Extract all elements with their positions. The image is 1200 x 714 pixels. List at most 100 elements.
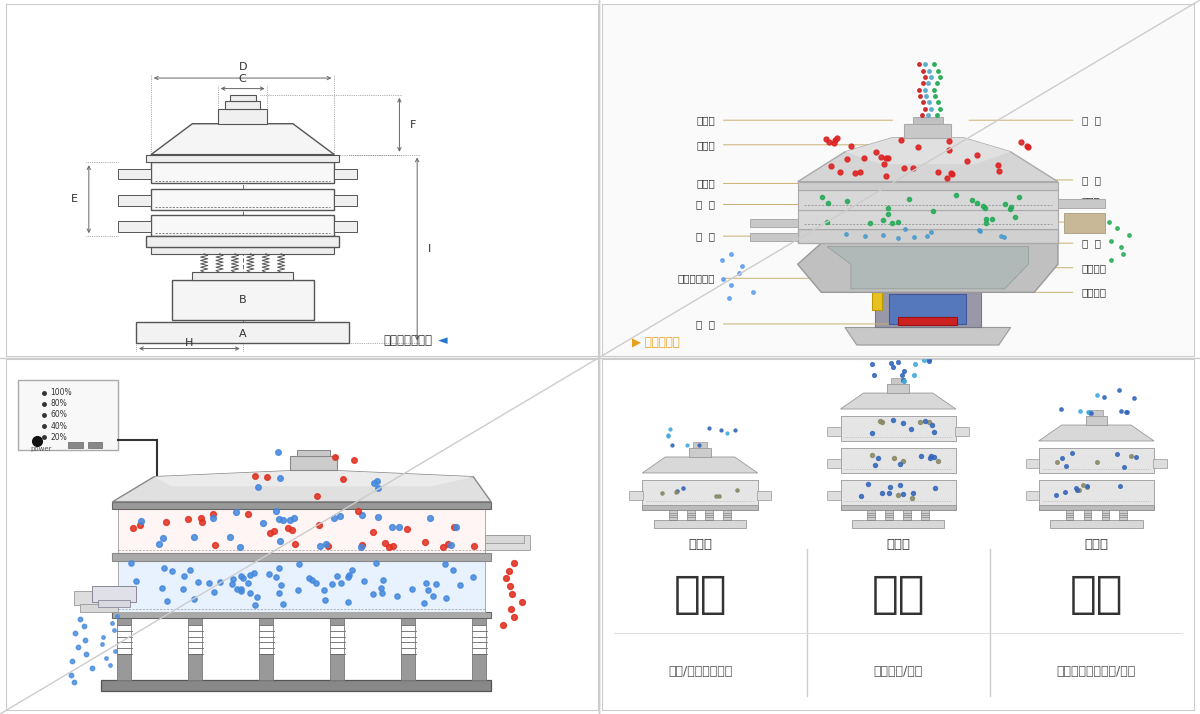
Bar bbox=[904, 124, 952, 138]
Text: 网  架: 网 架 bbox=[1081, 175, 1100, 185]
Bar bbox=[1086, 416, 1108, 425]
Bar bbox=[875, 292, 982, 328]
Bar bbox=[101, 680, 491, 691]
Bar bbox=[259, 653, 274, 680]
Bar bbox=[828, 491, 841, 500]
Text: 出料口: 出料口 bbox=[696, 178, 715, 188]
Bar bbox=[119, 510, 485, 553]
Text: 加重块: 加重块 bbox=[1081, 196, 1100, 206]
Bar bbox=[217, 109, 268, 124]
Text: A: A bbox=[239, 328, 246, 338]
Bar bbox=[798, 229, 1058, 243]
Text: 双层式: 双层式 bbox=[1085, 538, 1109, 551]
Bar bbox=[485, 535, 523, 543]
Text: 去除液体中的颗粒/异物: 去除液体中的颗粒/异物 bbox=[1057, 665, 1136, 678]
Bar bbox=[119, 169, 151, 179]
Text: F: F bbox=[410, 120, 416, 130]
Bar bbox=[886, 511, 893, 520]
Text: 机  座: 机 座 bbox=[696, 319, 715, 329]
Bar bbox=[798, 210, 1058, 229]
Text: 颗粒/粉末准确分级: 颗粒/粉末准确分级 bbox=[668, 665, 732, 678]
Bar bbox=[151, 247, 335, 253]
Bar bbox=[136, 322, 349, 343]
Bar bbox=[757, 491, 770, 500]
Text: ▶ 结构示意图: ▶ 结构示意图 bbox=[632, 336, 679, 348]
Bar bbox=[118, 618, 132, 625]
Bar bbox=[80, 604, 119, 612]
Bar bbox=[91, 585, 136, 601]
Bar bbox=[688, 511, 695, 520]
Bar bbox=[97, 600, 131, 607]
Bar bbox=[871, 292, 882, 310]
Bar bbox=[259, 618, 274, 625]
Polygon shape bbox=[113, 470, 491, 502]
Text: 防尘盖: 防尘盖 bbox=[696, 140, 715, 150]
Polygon shape bbox=[840, 393, 956, 409]
Bar bbox=[670, 511, 677, 520]
Bar bbox=[1026, 459, 1039, 468]
Text: ◄: ◄ bbox=[438, 333, 448, 347]
Text: B: B bbox=[239, 296, 246, 306]
Bar bbox=[840, 505, 956, 511]
Bar bbox=[1064, 213, 1105, 233]
Bar bbox=[88, 442, 102, 448]
Bar bbox=[151, 162, 335, 183]
Text: 下部重锤: 下部重锤 bbox=[1081, 287, 1106, 297]
Bar bbox=[904, 511, 911, 520]
Bar bbox=[472, 653, 486, 680]
Bar bbox=[1039, 480, 1154, 505]
Text: 分级: 分级 bbox=[673, 573, 727, 616]
Text: 单层式: 单层式 bbox=[688, 538, 712, 551]
Bar bbox=[229, 95, 256, 101]
Bar bbox=[828, 427, 841, 436]
Text: 过滤: 过滤 bbox=[871, 573, 925, 616]
Bar bbox=[113, 502, 491, 510]
Text: 40%: 40% bbox=[50, 422, 67, 431]
Bar bbox=[642, 480, 757, 505]
Text: 束  环: 束 环 bbox=[696, 199, 715, 209]
Polygon shape bbox=[845, 138, 1010, 164]
Text: 外形尺寸示意图: 外形尺寸示意图 bbox=[383, 333, 432, 347]
Bar bbox=[298, 450, 330, 456]
Bar bbox=[892, 378, 905, 384]
Bar bbox=[18, 381, 119, 451]
Bar bbox=[188, 618, 203, 625]
Bar bbox=[889, 294, 966, 324]
Text: C: C bbox=[239, 74, 246, 84]
Bar bbox=[868, 511, 875, 520]
Bar bbox=[922, 511, 929, 520]
Bar bbox=[750, 233, 798, 241]
Bar bbox=[828, 459, 841, 468]
Bar bbox=[335, 195, 356, 206]
Text: 三层式: 三层式 bbox=[886, 538, 911, 551]
Polygon shape bbox=[845, 328, 1010, 345]
Text: 20%: 20% bbox=[50, 433, 67, 442]
Polygon shape bbox=[798, 138, 1058, 181]
Bar bbox=[472, 618, 486, 625]
Polygon shape bbox=[1039, 425, 1154, 441]
Text: 运输固定螺栓: 运输固定螺栓 bbox=[677, 273, 715, 283]
Bar bbox=[172, 280, 313, 321]
Bar bbox=[642, 505, 757, 511]
Bar bbox=[485, 536, 529, 550]
Bar bbox=[119, 221, 151, 232]
Polygon shape bbox=[798, 243, 1058, 292]
Text: 进料口: 进料口 bbox=[696, 115, 715, 125]
Bar bbox=[1039, 505, 1154, 511]
Bar bbox=[113, 553, 491, 561]
Bar bbox=[224, 101, 260, 109]
Bar bbox=[654, 520, 746, 528]
Bar bbox=[1050, 520, 1142, 528]
Text: 筛  网: 筛 网 bbox=[1081, 115, 1100, 125]
Bar bbox=[68, 442, 83, 448]
Bar bbox=[146, 236, 340, 247]
Text: power: power bbox=[31, 446, 53, 452]
Text: D: D bbox=[239, 61, 247, 71]
Bar bbox=[401, 653, 415, 680]
Bar bbox=[1120, 511, 1127, 520]
Bar bbox=[798, 181, 1058, 191]
Text: E: E bbox=[71, 194, 78, 204]
Bar bbox=[74, 591, 119, 605]
Bar bbox=[1102, 511, 1109, 520]
Text: 弹  簧: 弹 簧 bbox=[696, 231, 715, 241]
